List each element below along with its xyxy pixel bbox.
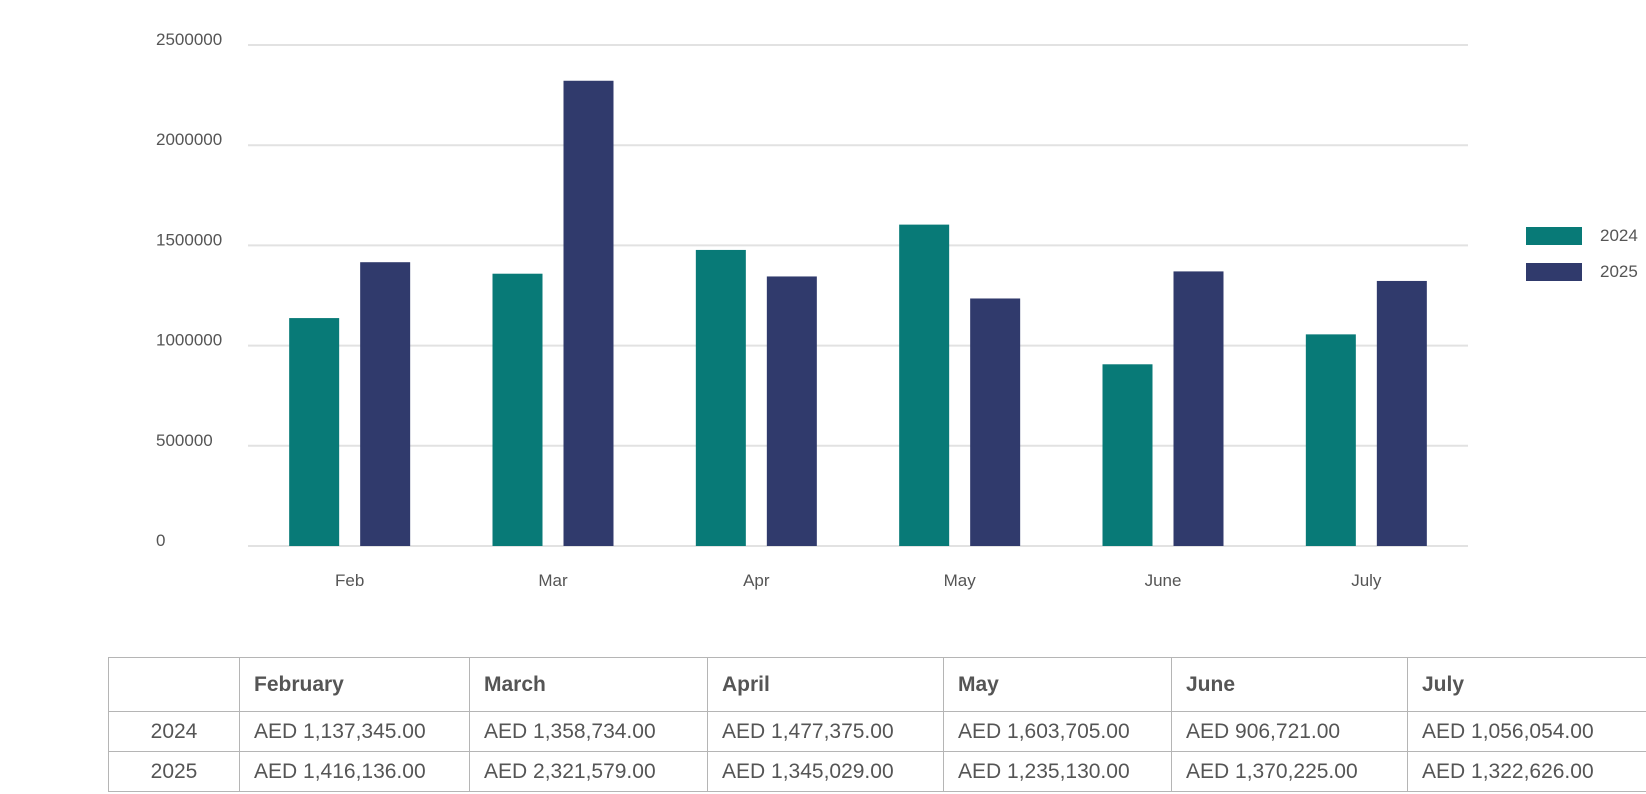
- bar-2024-may: [899, 224, 950, 546]
- x-tick-label: Feb: [335, 571, 364, 590]
- bar-2025-mar: [563, 80, 614, 547]
- legend-swatch-2025: [1526, 263, 1582, 281]
- table-cell: AED 906,721.00: [1171, 711, 1408, 752]
- bar-chart: 0 500000 1000000 1500000 2000000 2500000 Feb M…: [156, 30, 1468, 590]
- bars: [289, 80, 1427, 547]
- table-header-row: February March April May June July: [108, 657, 1646, 712]
- table-cell: AED 1,370,225.00: [1171, 751, 1408, 792]
- bar-2025-june: [1173, 271, 1224, 546]
- table-cell: AED 1,056,054.00: [1407, 711, 1646, 752]
- x-tick-label: July: [1351, 571, 1382, 590]
- y-axis-ticks: 0 500000 1000000 1500000 2000000 2500000: [156, 30, 222, 550]
- legend-swatch-2024: [1526, 227, 1582, 245]
- x-tick-label: May: [944, 571, 977, 590]
- y-tick-label: 500000: [156, 431, 213, 450]
- data-table: February March April May June July 2024 …: [108, 657, 1646, 792]
- table-cell: AED 1,358,734.00: [469, 711, 708, 752]
- bar-2025-apr: [766, 276, 817, 546]
- legend-label-2025: 2025: [1600, 262, 1638, 281]
- grid-lines: [248, 44, 1468, 547]
- y-tick-label: 2500000: [156, 30, 222, 49]
- x-tick-label: Apr: [743, 571, 770, 590]
- table-header-cell: [108, 657, 240, 712]
- table-cell: AED 1,137,345.00: [239, 711, 470, 752]
- table-header-cell: July: [1407, 657, 1646, 712]
- table-header-cell: February: [239, 657, 470, 712]
- table-row-label: 2024: [108, 711, 240, 752]
- legend-label-2024: 2024: [1600, 226, 1638, 245]
- table-cell: AED 2,321,579.00: [469, 751, 708, 792]
- table-row: 2025 AED 1,416,136.00 AED 2,321,579.00 A…: [108, 751, 1646, 792]
- x-axis-ticks: Feb Mar Apr May June July: [335, 571, 1382, 590]
- table-cell: AED 1,416,136.00: [239, 751, 470, 792]
- table-header-cell: March: [469, 657, 708, 712]
- bar-2025-may: [970, 298, 1021, 546]
- table-row: 2024 AED 1,137,345.00 AED 1,358,734.00 A…: [108, 711, 1646, 752]
- table-cell: AED 1,322,626.00: [1407, 751, 1646, 792]
- y-tick-label: 2000000: [156, 130, 222, 149]
- y-tick-label: 0: [156, 531, 165, 550]
- table-cell: AED 1,477,375.00: [707, 711, 944, 752]
- bar-2024-july: [1305, 334, 1356, 546]
- table-cell: AED 1,345,029.00: [707, 751, 944, 792]
- bar-2025-july: [1376, 280, 1427, 546]
- y-tick-label: 1000000: [156, 331, 222, 350]
- bar-2024-mar: [492, 273, 543, 546]
- legend-item-2024: 2024: [1526, 218, 1638, 254]
- bar-2024-feb: [289, 318, 340, 546]
- y-tick-label: 1500000: [156, 230, 222, 249]
- table-header-cell: April: [707, 657, 944, 712]
- table-row-label: 2025: [108, 751, 240, 792]
- legend-item-2025: 2025: [1526, 254, 1638, 290]
- bar-2025-feb: [360, 262, 411, 546]
- bar-2024-apr: [695, 249, 746, 546]
- table-cell: AED 1,603,705.00: [943, 711, 1172, 752]
- x-tick-label: June: [1145, 571, 1182, 590]
- bar-2024-june: [1102, 364, 1153, 546]
- table-header-cell: June: [1171, 657, 1408, 712]
- table-cell: AED 1,235,130.00: [943, 751, 1172, 792]
- chart-legend: 2024 2025: [1526, 218, 1638, 290]
- x-tick-label: Mar: [538, 571, 568, 590]
- table-header-cell: May: [943, 657, 1172, 712]
